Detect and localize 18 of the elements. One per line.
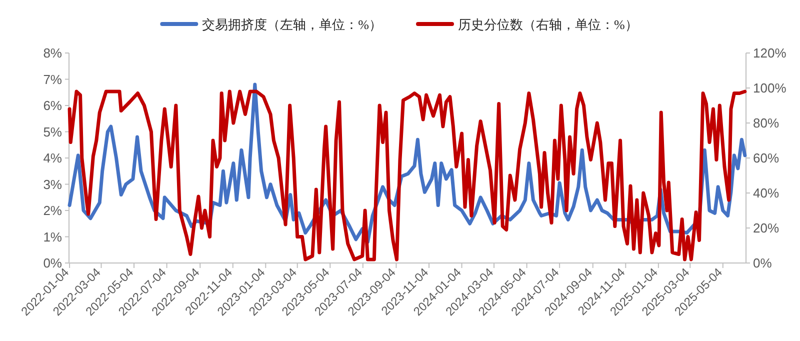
y-tick-label: 2% xyxy=(43,203,62,218)
y2-tick-label: 100% xyxy=(753,80,787,96)
y-tick-label: 4% xyxy=(43,150,62,166)
y-tick-label: 8% xyxy=(43,46,62,60)
y2-tick-label: 80% xyxy=(753,116,780,130)
y-tick-label: 5% xyxy=(43,124,62,140)
y2-tick-label: 20% xyxy=(753,220,780,236)
legend-label: 历史分位数（右轴，单位：%） xyxy=(458,17,638,32)
y-tick-label: 0% xyxy=(43,256,62,270)
y2-tick-label: 60% xyxy=(753,150,780,166)
y-tick-label: 6% xyxy=(43,98,62,113)
legend-label: 交易拥挤度（左轴，单位：%） xyxy=(202,17,382,32)
y-tick-label: 7% xyxy=(43,72,62,87)
y-tick-label: 3% xyxy=(43,176,62,192)
y2-tick-label: 120% xyxy=(753,46,787,60)
y2-tick-label: 0% xyxy=(753,256,772,270)
y-tick-label: 1% xyxy=(43,229,62,244)
y2-tick-label: 40% xyxy=(753,186,780,200)
